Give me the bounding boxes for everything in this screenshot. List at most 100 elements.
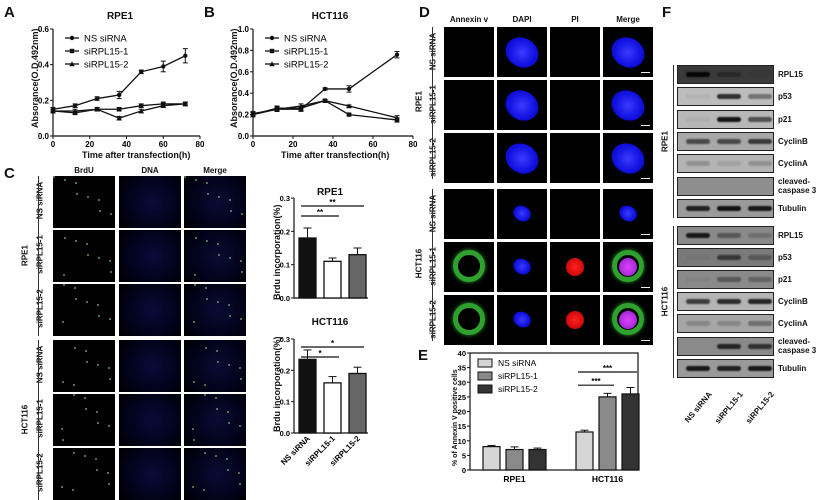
y-tick-label: 10: [458, 437, 466, 446]
cell-dot: [98, 315, 100, 317]
cell-dot: [62, 381, 64, 383]
panel-c-hct116-bar-title: HCT116: [311, 317, 349, 328]
cell-dot: [74, 287, 76, 289]
protein-band: [717, 299, 741, 304]
marker-circle-icon: [69, 35, 75, 41]
panel-b-title: HCT116: [311, 11, 349, 22]
blot-band-label: CyclinA: [778, 159, 808, 168]
group-bracket: [38, 340, 39, 500]
y-tick-label: 20: [458, 408, 466, 417]
cell-dot: [192, 486, 194, 488]
blot-strip-cleavedcaspase3: [677, 337, 774, 356]
panel-d-group-label: RPE1: [414, 91, 424, 112]
cell-dot: [195, 237, 197, 239]
panel-d-image-pi: [550, 133, 600, 183]
nucleus: [510, 308, 534, 332]
y-tick-label: 0.0: [280, 294, 290, 303]
panel-label-b: B: [204, 4, 215, 21]
cell-dot: [63, 274, 65, 276]
panel-c-col-brdu: BrdU: [74, 166, 94, 175]
protein-band: [748, 255, 772, 260]
y-tick-label: 0.0: [38, 132, 50, 141]
cell-dot: [229, 257, 231, 259]
annexin-ring: [453, 303, 485, 335]
legend-label: NS siRNA: [284, 34, 327, 45]
cell-dot: [97, 422, 99, 424]
marker-circle-icon: [94, 96, 100, 101]
cell-dot: [86, 301, 88, 303]
legend-label: siRPL15-1: [284, 47, 328, 58]
cell-dot: [216, 350, 218, 352]
cell-dot: [109, 260, 111, 262]
cell-dot: [84, 397, 86, 399]
panel-d-image-merge: [603, 80, 653, 130]
panel-a-xlabel: Time after transfection(h): [82, 150, 191, 160]
blot-band-label: Tubulin: [778, 204, 807, 213]
cell-dot: [206, 298, 208, 300]
cell-dot: [61, 486, 63, 488]
group-bracket: [432, 189, 433, 341]
annexin-ring: [453, 250, 485, 282]
cell-dot: [218, 254, 220, 256]
marker-triangle-icon: [69, 61, 75, 67]
y-tick-label: 15: [458, 422, 466, 431]
blot-band-label: CyclinA: [778, 319, 808, 328]
panel-d-image-annexin-v: [444, 80, 494, 130]
cell-dot: [207, 193, 209, 195]
y-tick-label: 0.6: [238, 68, 250, 77]
cell-dot: [203, 489, 205, 491]
blot-strip-tubulin: [677, 359, 774, 378]
x-tick-label: 40: [329, 140, 338, 149]
protein-band: [686, 117, 710, 122]
y-tick-label: 0: [462, 466, 466, 475]
cell-dot: [192, 428, 194, 430]
blot-band-label: RPL15: [778, 70, 803, 79]
bar: [323, 260, 342, 299]
panel-d-row-label: siRPL15-1: [428, 85, 438, 124]
cell-dot: [96, 411, 98, 413]
panel-d-image-pi: [550, 189, 600, 239]
legend-swatch: [477, 371, 493, 381]
panel-e-ylabel: % of Annexin V positive cells: [452, 369, 459, 466]
cell-dot: [239, 425, 241, 427]
protein-band: [717, 321, 741, 326]
cell-dot: [240, 378, 242, 380]
protein-band: [686, 277, 710, 282]
x-category-label: HCT116: [592, 474, 623, 484]
panel-label-f: F: [662, 4, 672, 21]
panel-c-image-brdu: [53, 340, 115, 392]
blot-band-label: p53: [778, 92, 792, 101]
cell-dot: [87, 254, 89, 256]
cell-dot: [205, 347, 207, 349]
blot-band-label: p21: [778, 275, 792, 284]
x-tick-label: 60: [369, 140, 378, 149]
legend-label: siRPL15-1: [84, 47, 128, 58]
bar: [482, 445, 501, 471]
bar: [298, 358, 317, 434]
panel-label-c: C: [4, 165, 15, 182]
cell-dot: [216, 408, 218, 410]
marker-circle-icon: [139, 69, 144, 75]
y-tick-label: 0.1: [280, 398, 290, 407]
bar: [348, 372, 367, 434]
cell-dot: [227, 469, 229, 471]
blot-strip-tubulin: [677, 199, 774, 218]
blot-strip-p53: [677, 87, 774, 106]
y-tick-label: 5: [462, 451, 466, 460]
cell-dot: [206, 182, 208, 184]
y-tick-label: 0.4: [38, 61, 50, 70]
cell-dot: [73, 384, 75, 386]
cell-dot: [205, 287, 207, 289]
protein-band: [748, 161, 772, 166]
bar: [575, 431, 594, 471]
y-tick-label: 0.0: [280, 429, 290, 438]
marker-circle-icon: [322, 86, 328, 92]
panel-b-ylabel: Absorance(O.D.492nm): [229, 28, 239, 128]
panel-d-col-pi: PI: [571, 15, 579, 24]
cell-dot: [229, 315, 231, 317]
y-tick-label: 0.2: [238, 111, 250, 120]
significance-label: *: [331, 339, 335, 348]
series-line: [252, 99, 398, 121]
cell-dot: [228, 304, 230, 306]
